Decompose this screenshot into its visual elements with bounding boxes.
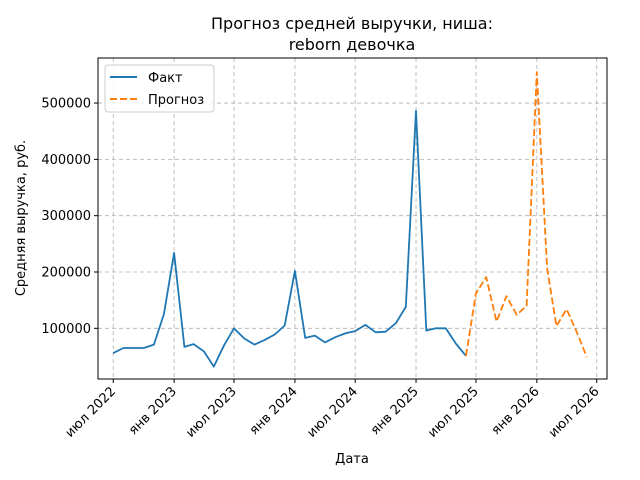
series-layer: [112, 71, 588, 368]
plot-frame: [97, 57, 608, 380]
y-axis-label: Средняя выручка, руб.: [14, 140, 29, 296]
y-tick-label: 300000: [41, 209, 91, 224]
y-tick-label: 500000: [41, 97, 91, 112]
series-line-fact: [112, 110, 467, 368]
x-axis-label: Дата: [335, 452, 369, 467]
y-tick-label: 400000: [41, 153, 91, 168]
legend-label-forecast: Прогноз: [148, 93, 204, 108]
legend: Факт Прогноз: [104, 64, 215, 113]
series-line-forecast: [465, 71, 588, 358]
y-tick-label: 200000: [41, 266, 91, 281]
chart-title-line-2: reborn девочка: [289, 35, 416, 54]
y-tick-label: 100000: [41, 322, 91, 337]
legend-label-fact: Факт: [148, 71, 183, 86]
y-axis: 100000 200000 300000 400000 500000: [41, 97, 98, 337]
chart-title-line-1: Прогноз средней выручки, ниша:: [211, 14, 493, 33]
